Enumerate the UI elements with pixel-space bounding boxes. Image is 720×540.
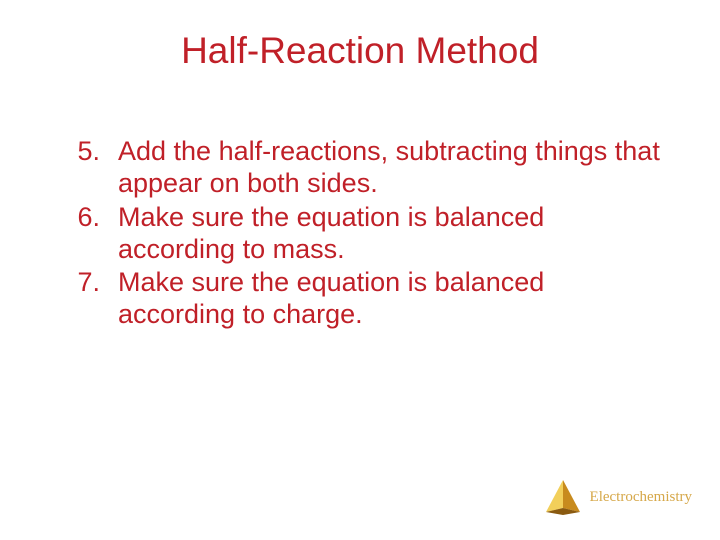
list-item: 6. Make sure the equation is balanced ac… <box>72 202 680 266</box>
list-item: 5. Add the half-reactions, subtracting t… <box>72 136 680 200</box>
footer-label: Electrochemistry <box>590 489 692 506</box>
footer: Electrochemistry <box>542 478 692 516</box>
list-item-number: 7. <box>72 267 118 331</box>
list-item: 7. Make sure the equation is balanced ac… <box>72 267 680 331</box>
list-item-text: Make sure the equation is balanced accor… <box>118 202 680 266</box>
pyramid-icon <box>542 478 584 516</box>
list-item-text: Add the half-reactions, subtracting thin… <box>118 136 680 200</box>
slide: Half-Reaction Method 5. Add the half-rea… <box>0 0 720 540</box>
list-item-number: 6. <box>72 202 118 266</box>
list-item-number: 5. <box>72 136 118 200</box>
pyramid-face-left <box>546 480 563 512</box>
list-item-text: Make sure the equation is balanced accor… <box>118 267 680 331</box>
slide-title: Half-Reaction Method <box>40 30 680 72</box>
numbered-list: 5. Add the half-reactions, subtracting t… <box>40 136 680 331</box>
pyramid-face-right <box>563 480 580 512</box>
